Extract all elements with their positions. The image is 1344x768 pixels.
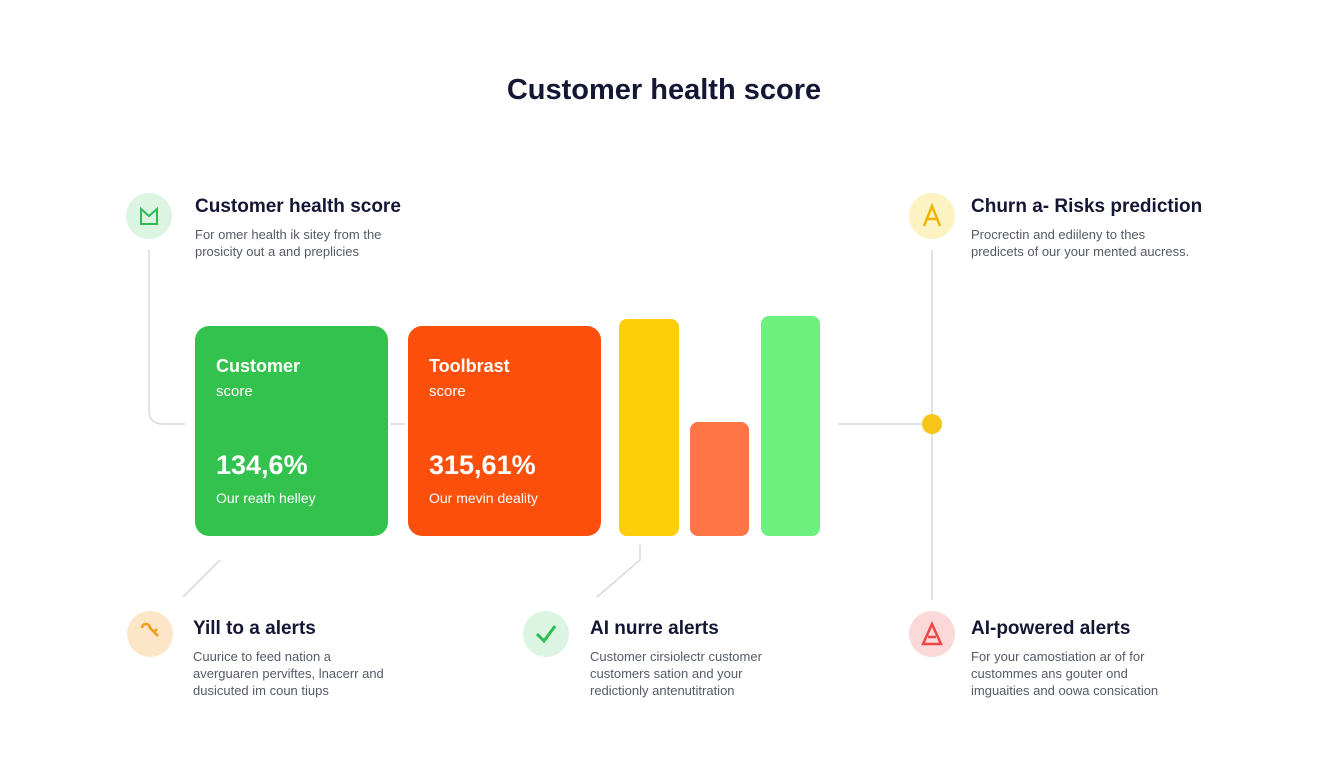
- icon-bg: [909, 611, 955, 657]
- score-card: Toolbrast score 315,61% Our mevin deality: [408, 326, 601, 536]
- icon-bg: [127, 611, 173, 657]
- text-line: dusicuted im coun tiups: [193, 683, 329, 698]
- text-line: For your camostiation ar of for: [971, 649, 1145, 664]
- text-line: score: [216, 383, 253, 400]
- connector: [596, 545, 641, 598]
- feature-text: For your camostiation ar of for custommes…: [971, 648, 1158, 699]
- card-title: Customer score: [216, 353, 300, 405]
- feature: Churn a- Risks prediction Procrectin and…: [971, 196, 1202, 260]
- text-line: prosicity out a and preplicies: [195, 244, 360, 259]
- text-line: Customer: [216, 356, 301, 376]
- node-dot: [922, 414, 942, 434]
- icon-bg: [909, 193, 955, 239]
- feature: Customer health score For omer health ik…: [195, 196, 401, 260]
- text-line: Customer cirsiolectr customer: [590, 649, 762, 664]
- text-line: imguaities and oowa consication: [971, 683, 1159, 698]
- text-line: averguaren perviftes, lnacerr and: [193, 666, 384, 681]
- feature-text: For omer health ik sitey from the prosici…: [195, 226, 401, 260]
- card-bg: [408, 326, 601, 536]
- feature: Yill to a alerts Cuurice to feed nation …: [193, 618, 384, 699]
- icon-bg: [523, 611, 569, 657]
- icon: [140, 622, 159, 637]
- text-line: Cuurice to feed nation a: [193, 649, 332, 664]
- bar: [690, 422, 749, 536]
- icon: [535, 625, 557, 644]
- feature: AI nurre alerts Customer cirsiolectr cus…: [590, 618, 762, 699]
- feature-text: Customer cirsiolectr customer customers s…: [590, 648, 762, 699]
- text-line: Toolbrast: [429, 356, 510, 376]
- feature-heading: Customer health score: [195, 196, 401, 217]
- bar: [619, 319, 679, 536]
- connector: [148, 250, 185, 425]
- bar: [761, 316, 820, 536]
- card-bg: [195, 326, 388, 536]
- card-value: 315,61%: [429, 450, 536, 480]
- text-line: score: [429, 383, 466, 400]
- text-line: Procrectin and ediileny to thes: [971, 227, 1146, 242]
- feature-heading: AI nurre alerts: [590, 618, 719, 639]
- feature-text: Cuurice to feed nation a averguaren pervi…: [193, 648, 384, 699]
- icon: [921, 620, 943, 646]
- icon: [922, 202, 942, 227]
- card-value: 134,6%: [216, 450, 308, 480]
- text-line: custommes ans gouter ond: [971, 666, 1128, 681]
- text-line: customers sation and your: [590, 666, 743, 681]
- feature: AI-powered alerts For your camostiation …: [971, 618, 1158, 699]
- icon: [140, 206, 158, 225]
- page-title: Customer health score: [506, 74, 822, 106]
- card-title: Toolbrast score: [429, 353, 510, 405]
- feature-heading: Churn a- Risks prediction: [971, 196, 1203, 217]
- text-line: predicets of our your mented aucress.: [971, 244, 1190, 259]
- feature-heading: AI-powered alerts: [971, 618, 1131, 639]
- text-line: redictionly antenutitration: [590, 683, 735, 698]
- card-caption: Our reath helley: [216, 490, 316, 506]
- feature-text: Procrectin and ediileny to thes predicets…: [971, 226, 1202, 260]
- score-card: Customer score 134,6% Our reath helley: [195, 326, 388, 536]
- card-caption: Our mevin deality: [429, 490, 538, 506]
- text-line: For omer health ik sitey from the: [195, 227, 382, 242]
- feature-heading: Yill to a alerts: [193, 618, 316, 639]
- connector: [182, 559, 221, 598]
